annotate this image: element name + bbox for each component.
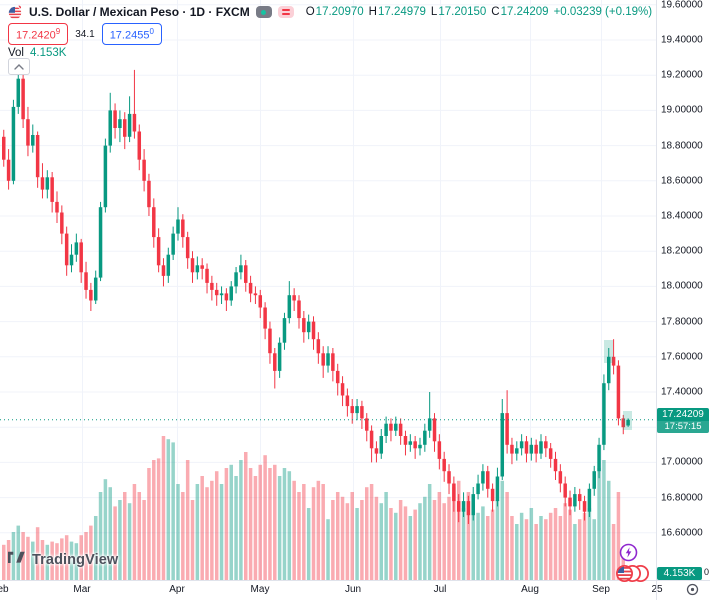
- time-tick-label: Jul: [433, 584, 447, 595]
- candles: [2, 59, 630, 524]
- time-tick-label: Feb: [0, 584, 9, 595]
- market-status-icon[interactable]: [255, 6, 272, 18]
- time-axis-settings-icon[interactable]: [686, 583, 699, 600]
- recent-bar-highlight: [604, 340, 613, 363]
- chevron-up-icon: [14, 63, 24, 70]
- volume-axis-zero: 0: [704, 567, 710, 577]
- spread-value: 34.1: [75, 28, 95, 40]
- time-tick-label: Jun: [344, 584, 362, 595]
- price-tick-label: 18.40000: [661, 210, 703, 222]
- current-price-badge: 17.24209 17:57:15: [657, 407, 709, 433]
- sell-bid-button[interactable]: 17.24209: [8, 22, 69, 46]
- recent-bar-highlight: [623, 411, 632, 430]
- collapse-legend-button[interactable]: [8, 58, 30, 75]
- price-tick-label: 19.00000: [661, 104, 703, 116]
- ohlc-readout: O 17.20970 H 17.24979 L 17.20150 C 17.24209 …: [305, 6, 653, 18]
- market-flags-icon[interactable]: [615, 564, 650, 588]
- time-tick-label: Aug: [521, 584, 539, 595]
- buy-ask-button[interactable]: 17.24550: [101, 22, 162, 46]
- usdmxn-flag-icon: [8, 5, 22, 19]
- price-tick-label: 18.80000: [661, 140, 703, 152]
- high-value: 17.24979: [377, 6, 426, 18]
- time-tick-label: 25: [651, 584, 663, 595]
- low-value: 17.20150: [438, 6, 487, 18]
- price-tick-label: 16.60000: [661, 527, 703, 539]
- volume-indicator-legend: Vol 4.153K: [8, 47, 652, 59]
- time-tick-label: May: [250, 584, 270, 595]
- time-axis[interactable]: Feb Mar Apr May Jun Jul Aug Sep 25: [0, 581, 710, 600]
- price-tick-label: 16.80000: [661, 492, 703, 504]
- time-tick-label: Mar: [73, 584, 91, 595]
- price-tick-label: 17.60000: [661, 351, 703, 363]
- tradingview-watermark: TradingView: [8, 551, 118, 568]
- watermark-text: TradingView: [32, 551, 119, 568]
- price-tick-label: 18.00000: [661, 280, 703, 292]
- price-tick-label: 19.20000: [661, 69, 703, 81]
- price-tick-label: 17.80000: [661, 316, 703, 328]
- grid-lines: [0, 0, 658, 580]
- time-tick-label: Sep: [592, 584, 610, 595]
- boost-lightning-icon[interactable]: [619, 543, 638, 567]
- change-value: +0.03239 (+0.19%): [553, 6, 653, 18]
- alert-icon[interactable]: [277, 6, 294, 18]
- flag-accent: [18, 5, 22, 8]
- price-tick-label: 18.20000: [661, 245, 703, 257]
- price-axis[interactable]: 19.60000 19.40000 19.20000 19.00000 18.80000…: [657, 0, 710, 580]
- current-volume-badge: 4.153K: [657, 567, 702, 580]
- open-value: 17.20970: [315, 6, 364, 18]
- price-tick-label: 17.40000: [661, 386, 703, 398]
- close-value: 17.24209: [500, 6, 549, 18]
- price-tick-label: 17.00000: [661, 456, 703, 468]
- tradingview-logo-icon: [8, 551, 25, 563]
- symbol-title[interactable]: U.S. Dollar / Mexican Peso · 1D · FXCM: [29, 5, 250, 19]
- legend: U.S. Dollar / Mexican Peso · 1D · FXCM O…: [8, 4, 652, 59]
- price-tick-label: 19.60000: [661, 0, 703, 11]
- volume-value: 4.153K: [30, 47, 67, 59]
- price-tick-label: 18.60000: [661, 175, 703, 187]
- volume-label: Vol: [8, 47, 24, 59]
- bar-countdown: 17:57:15: [657, 420, 709, 433]
- price-axis-border: [656, 0, 657, 600]
- time-axis-border: [0, 580, 710, 581]
- current-price: 17.24209: [662, 408, 704, 420]
- status-dot-icon: [261, 9, 267, 15]
- time-tick-label: Apr: [169, 584, 185, 595]
- price-tick-label: 19.40000: [661, 34, 703, 46]
